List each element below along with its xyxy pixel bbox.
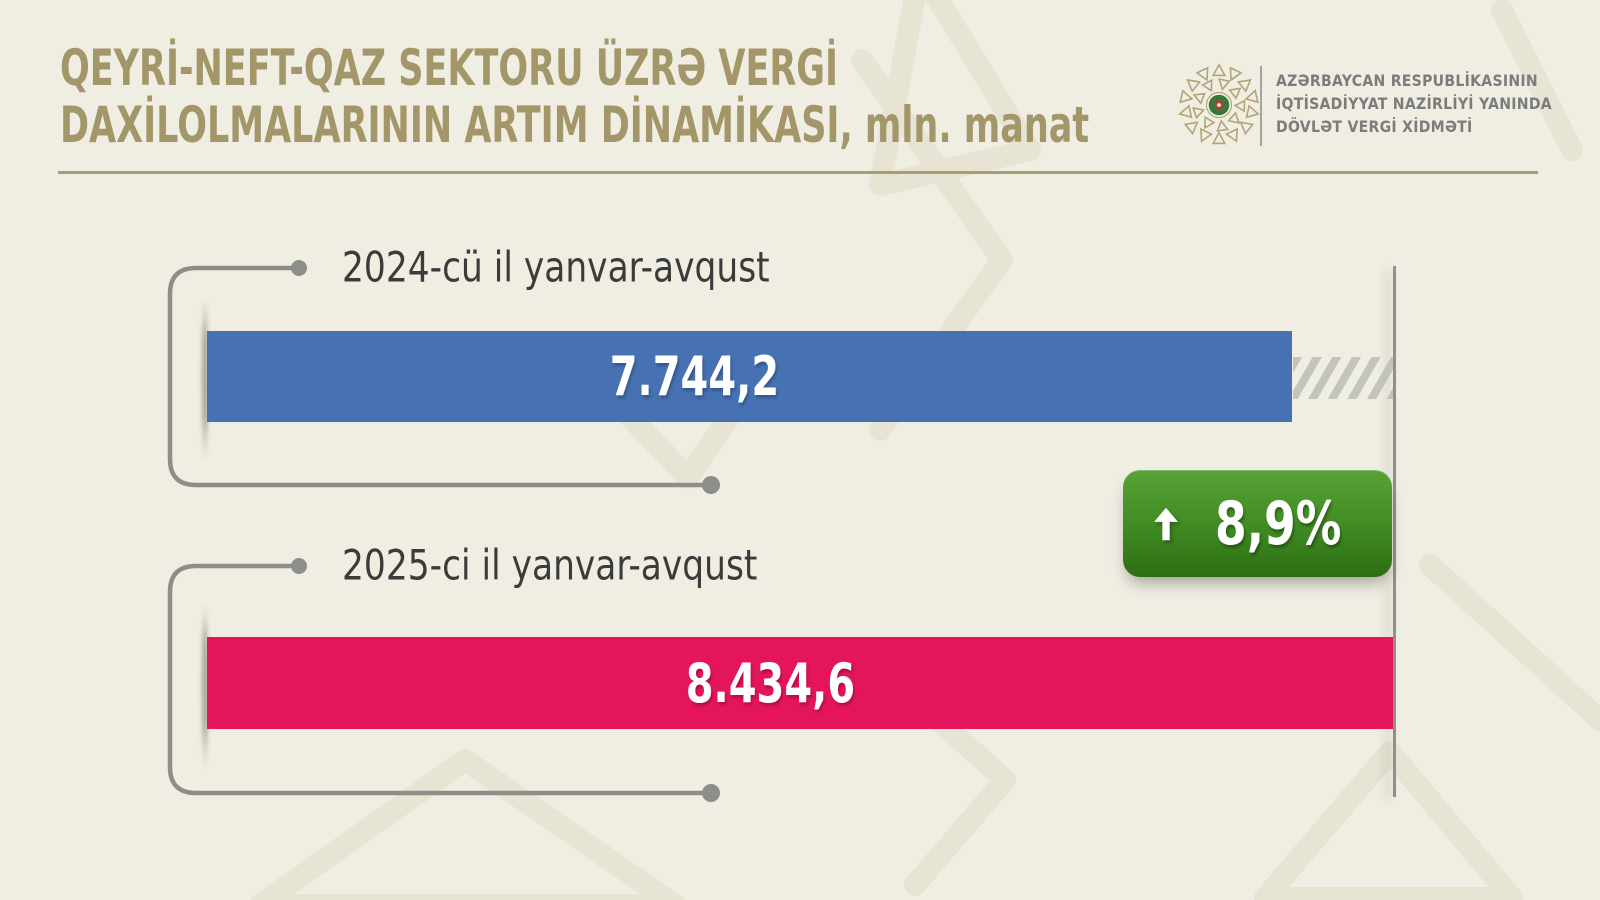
agency-name-line1: AZƏRBAYCAN RESPUBLİKASININ <box>1276 71 1538 90</box>
title-divider-rule <box>58 171 1538 174</box>
category-label-2024: 2024-cü il yanvar-avqust <box>342 242 770 292</box>
up-arrow-icon <box>1154 507 1179 540</box>
tax-service-emblem-icon <box>1178 63 1260 145</box>
bar-2025-value: 8.434,6 <box>685 651 855 715</box>
agency-name: AZƏRBAYCAN RESPUBLİKASININ İQTİSADİYYAT … <box>1276 69 1552 138</box>
category-label-2025: 2025-ci il yanvar-avqust <box>342 540 758 590</box>
growth-badge-value: 8,9% <box>1215 488 1342 559</box>
growth-gap-hatch <box>1293 357 1393 399</box>
bar-2024-value: 7.744,2 <box>609 345 780 408</box>
bar-2024: 7.744,2 <box>207 331 1292 422</box>
bar-2025-fold-shadow <box>202 602 208 770</box>
bar-2024-fold-shadow <box>202 296 208 462</box>
tax-service-emblem <box>1176 62 1262 148</box>
page-title-line2: DAXİLOLMALARININ ARTIM DİNAMİKASI, mln. … <box>60 96 1090 154</box>
logo-divider <box>1260 66 1262 146</box>
page-title: QEYRİ-NEFT-QAZ SEKTORU ÜZRƏ VERGİ DAXİLO… <box>60 40 1089 154</box>
agency-name-line3: DÖVLƏT VERGİ XİDMƏTİ <box>1276 117 1473 137</box>
bar-2025: 8.434,6 <box>207 637 1393 729</box>
reference-line <box>1393 266 1396 797</box>
agency-name-line2: İQTİSADİYYAT NAZİRLİYİ YANINDA <box>1276 94 1552 114</box>
growth-badge: 8,9% <box>1123 470 1392 577</box>
page-title-line1: QEYRİ-NEFT-QAZ SEKTORU ÜZRƏ VERGİ <box>60 39 839 97</box>
